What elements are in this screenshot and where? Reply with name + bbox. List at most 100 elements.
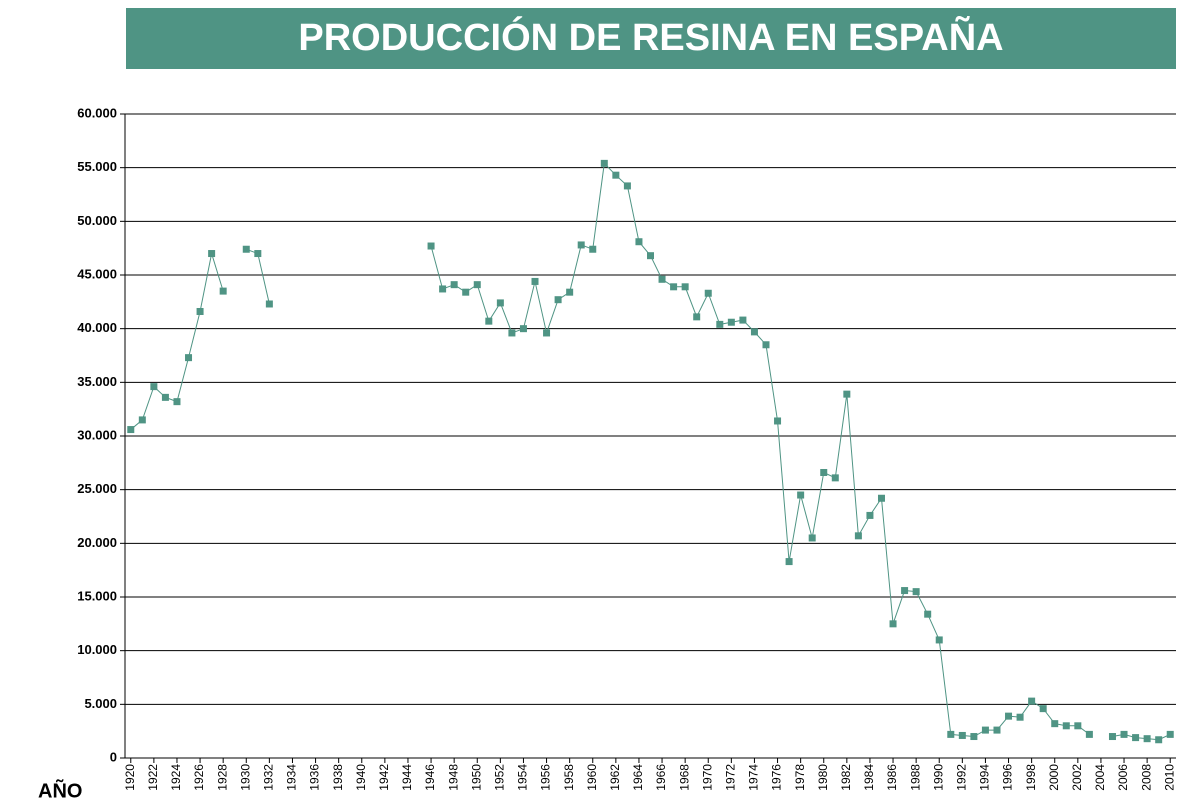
point [219, 287, 227, 295]
point [1028, 697, 1036, 705]
point [173, 398, 181, 406]
point [1005, 712, 1013, 720]
point [947, 730, 955, 738]
point [554, 296, 562, 304]
point [496, 299, 504, 307]
point [439, 285, 447, 293]
x-tick-label: 1946 [423, 764, 437, 791]
point [797, 491, 805, 499]
point [265, 300, 273, 308]
point [901, 587, 909, 595]
point [647, 252, 654, 260]
x-tick-label: 1988 [908, 764, 922, 791]
x-tick-label: 1964 [631, 764, 645, 791]
point [704, 289, 712, 297]
point [531, 277, 539, 285]
point [589, 245, 597, 253]
x-tick-label: 1952 [493, 764, 507, 791]
point [1085, 730, 1093, 738]
point [912, 588, 920, 596]
point [196, 307, 204, 315]
point [427, 242, 435, 250]
y-tick-label: 0 [110, 749, 117, 764]
point [450, 281, 458, 289]
point [623, 182, 631, 190]
x-tick-label: 1994 [978, 764, 992, 791]
x-tick-label: 1950 [469, 764, 483, 791]
x-tick-label: 1976 [770, 764, 784, 791]
point [1051, 720, 1059, 728]
point [519, 325, 527, 333]
point [750, 328, 758, 336]
y-tick-label: 15.000 [77, 588, 117, 603]
point [635, 238, 643, 246]
x-tick-label: 1962 [608, 764, 622, 791]
point [831, 474, 839, 482]
chart-title: PRODUCCIÓN DE RESINA EN ESPAÑA [298, 15, 1003, 59]
point [185, 354, 193, 362]
point [924, 610, 932, 618]
point [681, 283, 689, 291]
point [693, 313, 701, 321]
point [762, 341, 770, 349]
y-tick-label: 10.000 [77, 642, 117, 657]
point [161, 393, 169, 401]
point [1120, 730, 1128, 738]
x-tick-label: 1972 [724, 764, 738, 791]
point [543, 329, 551, 337]
point [1016, 713, 1024, 721]
x-tick-label: 1996 [1001, 764, 1015, 791]
x-tick-label: 1968 [677, 764, 691, 791]
x-tick-label: 2008 [1139, 764, 1153, 791]
x-tick-label: 2000 [1047, 764, 1061, 791]
y-tick-label: 30.000 [77, 427, 117, 442]
x-tick-label: 2002 [1070, 764, 1084, 791]
x-tick-label: 1978 [793, 764, 807, 791]
x-tick-label: 1930 [238, 764, 252, 791]
point [1166, 730, 1174, 738]
x-tick-label: 1966 [654, 764, 668, 791]
point [739, 316, 747, 324]
x-tick-label: 1944 [400, 764, 414, 791]
y-tick-label: 45.000 [77, 266, 117, 281]
point [727, 318, 735, 326]
point [612, 171, 620, 179]
x-tick-label: 1974 [747, 764, 761, 791]
y-tick-label: 55.000 [77, 159, 117, 174]
point [1108, 733, 1116, 741]
y-tick-label: 40.000 [77, 320, 117, 335]
x-tick-label: 1954 [516, 764, 530, 791]
x-tick-label: 1922 [146, 764, 160, 791]
title-banner [126, 8, 1176, 69]
point [670, 283, 678, 291]
x-tick-label: 1926 [192, 764, 206, 791]
point [1132, 734, 1140, 742]
x-axis-label: AÑO [38, 779, 82, 802]
point [473, 281, 481, 289]
point [774, 417, 782, 425]
point [716, 320, 724, 328]
point [462, 288, 470, 296]
point [993, 726, 1001, 734]
y-tick-label: 35.000 [77, 374, 117, 389]
x-tick-label: 1936 [308, 764, 322, 791]
point [854, 532, 862, 540]
x-tick-label: 2004 [1093, 764, 1107, 791]
point [970, 733, 978, 741]
y-tick-label: 60.000 [77, 105, 117, 120]
x-tick-label: 1920 [123, 764, 137, 791]
point [808, 534, 816, 542]
point [1039, 705, 1047, 713]
point [935, 636, 943, 644]
x-tick-label: 1942 [377, 764, 391, 791]
x-tick-label: 1970 [700, 764, 714, 791]
point [889, 620, 897, 628]
point [208, 250, 216, 258]
y-tick-label: 50.000 [77, 213, 117, 228]
x-tick-label: 1940 [354, 764, 368, 791]
point [138, 416, 146, 424]
x-tick-label: 1992 [955, 764, 969, 791]
